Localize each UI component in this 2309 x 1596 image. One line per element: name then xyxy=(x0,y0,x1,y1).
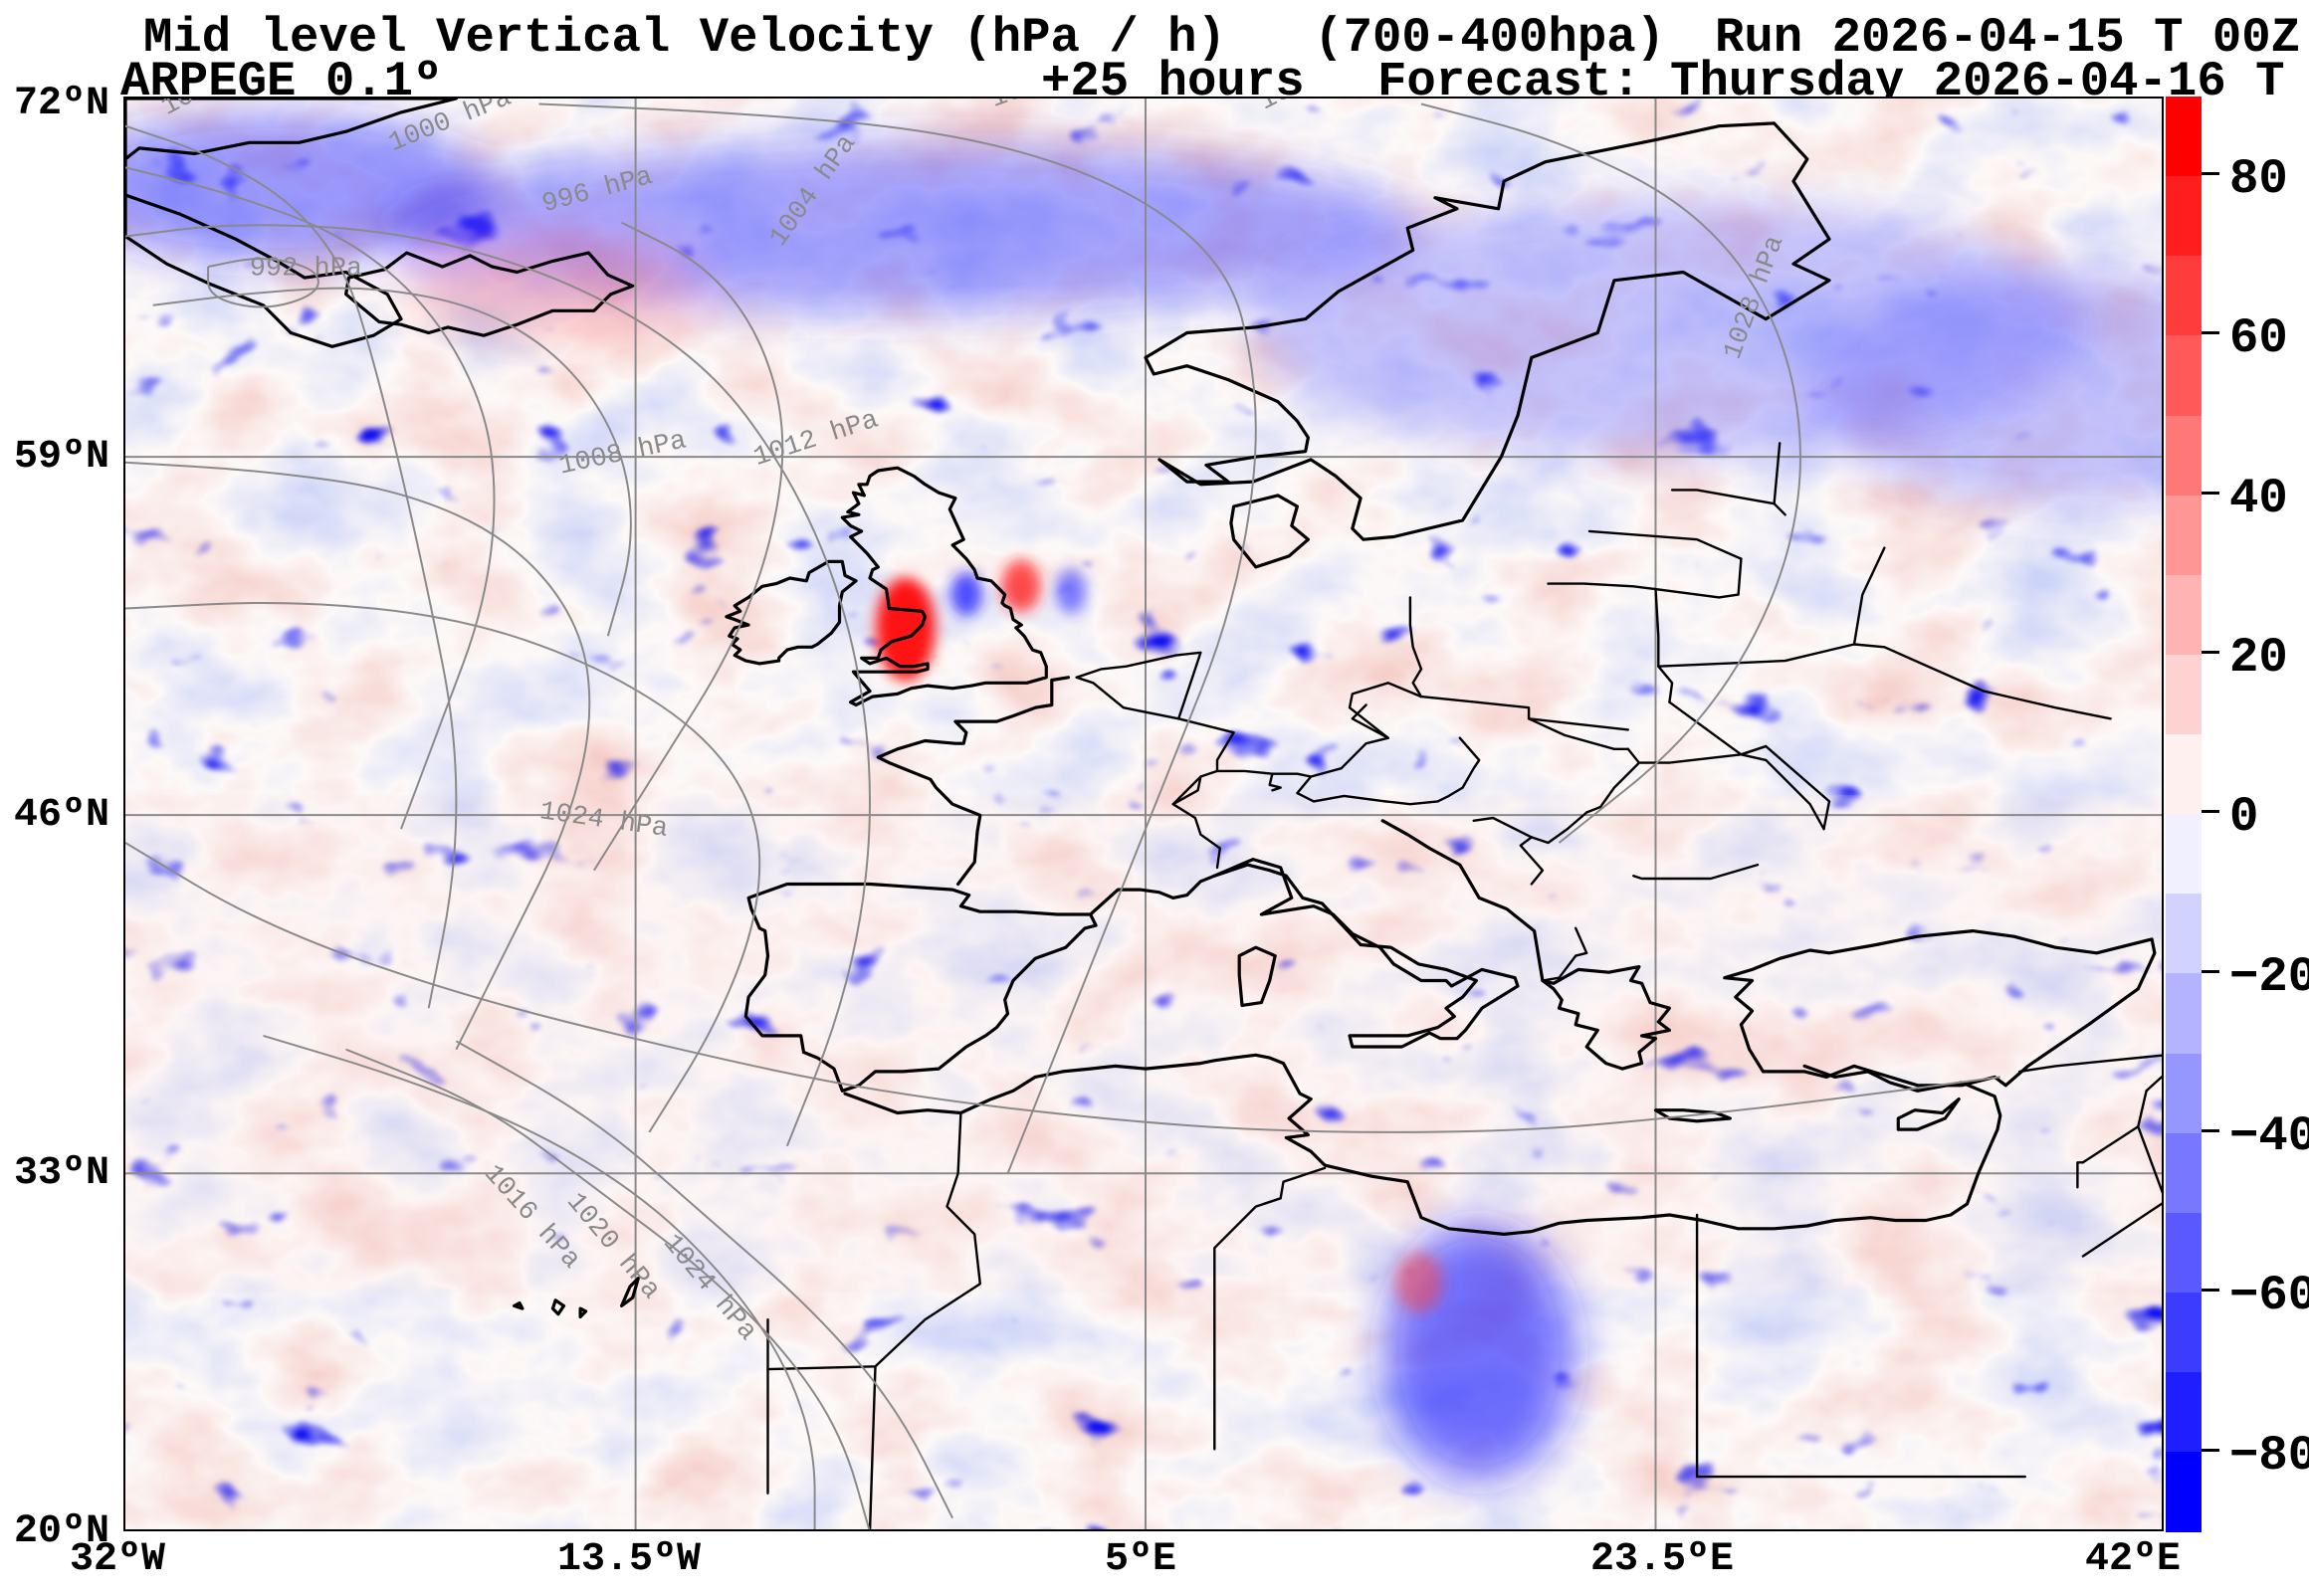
svg-text:992 hPa: 992 hPa xyxy=(250,254,362,284)
